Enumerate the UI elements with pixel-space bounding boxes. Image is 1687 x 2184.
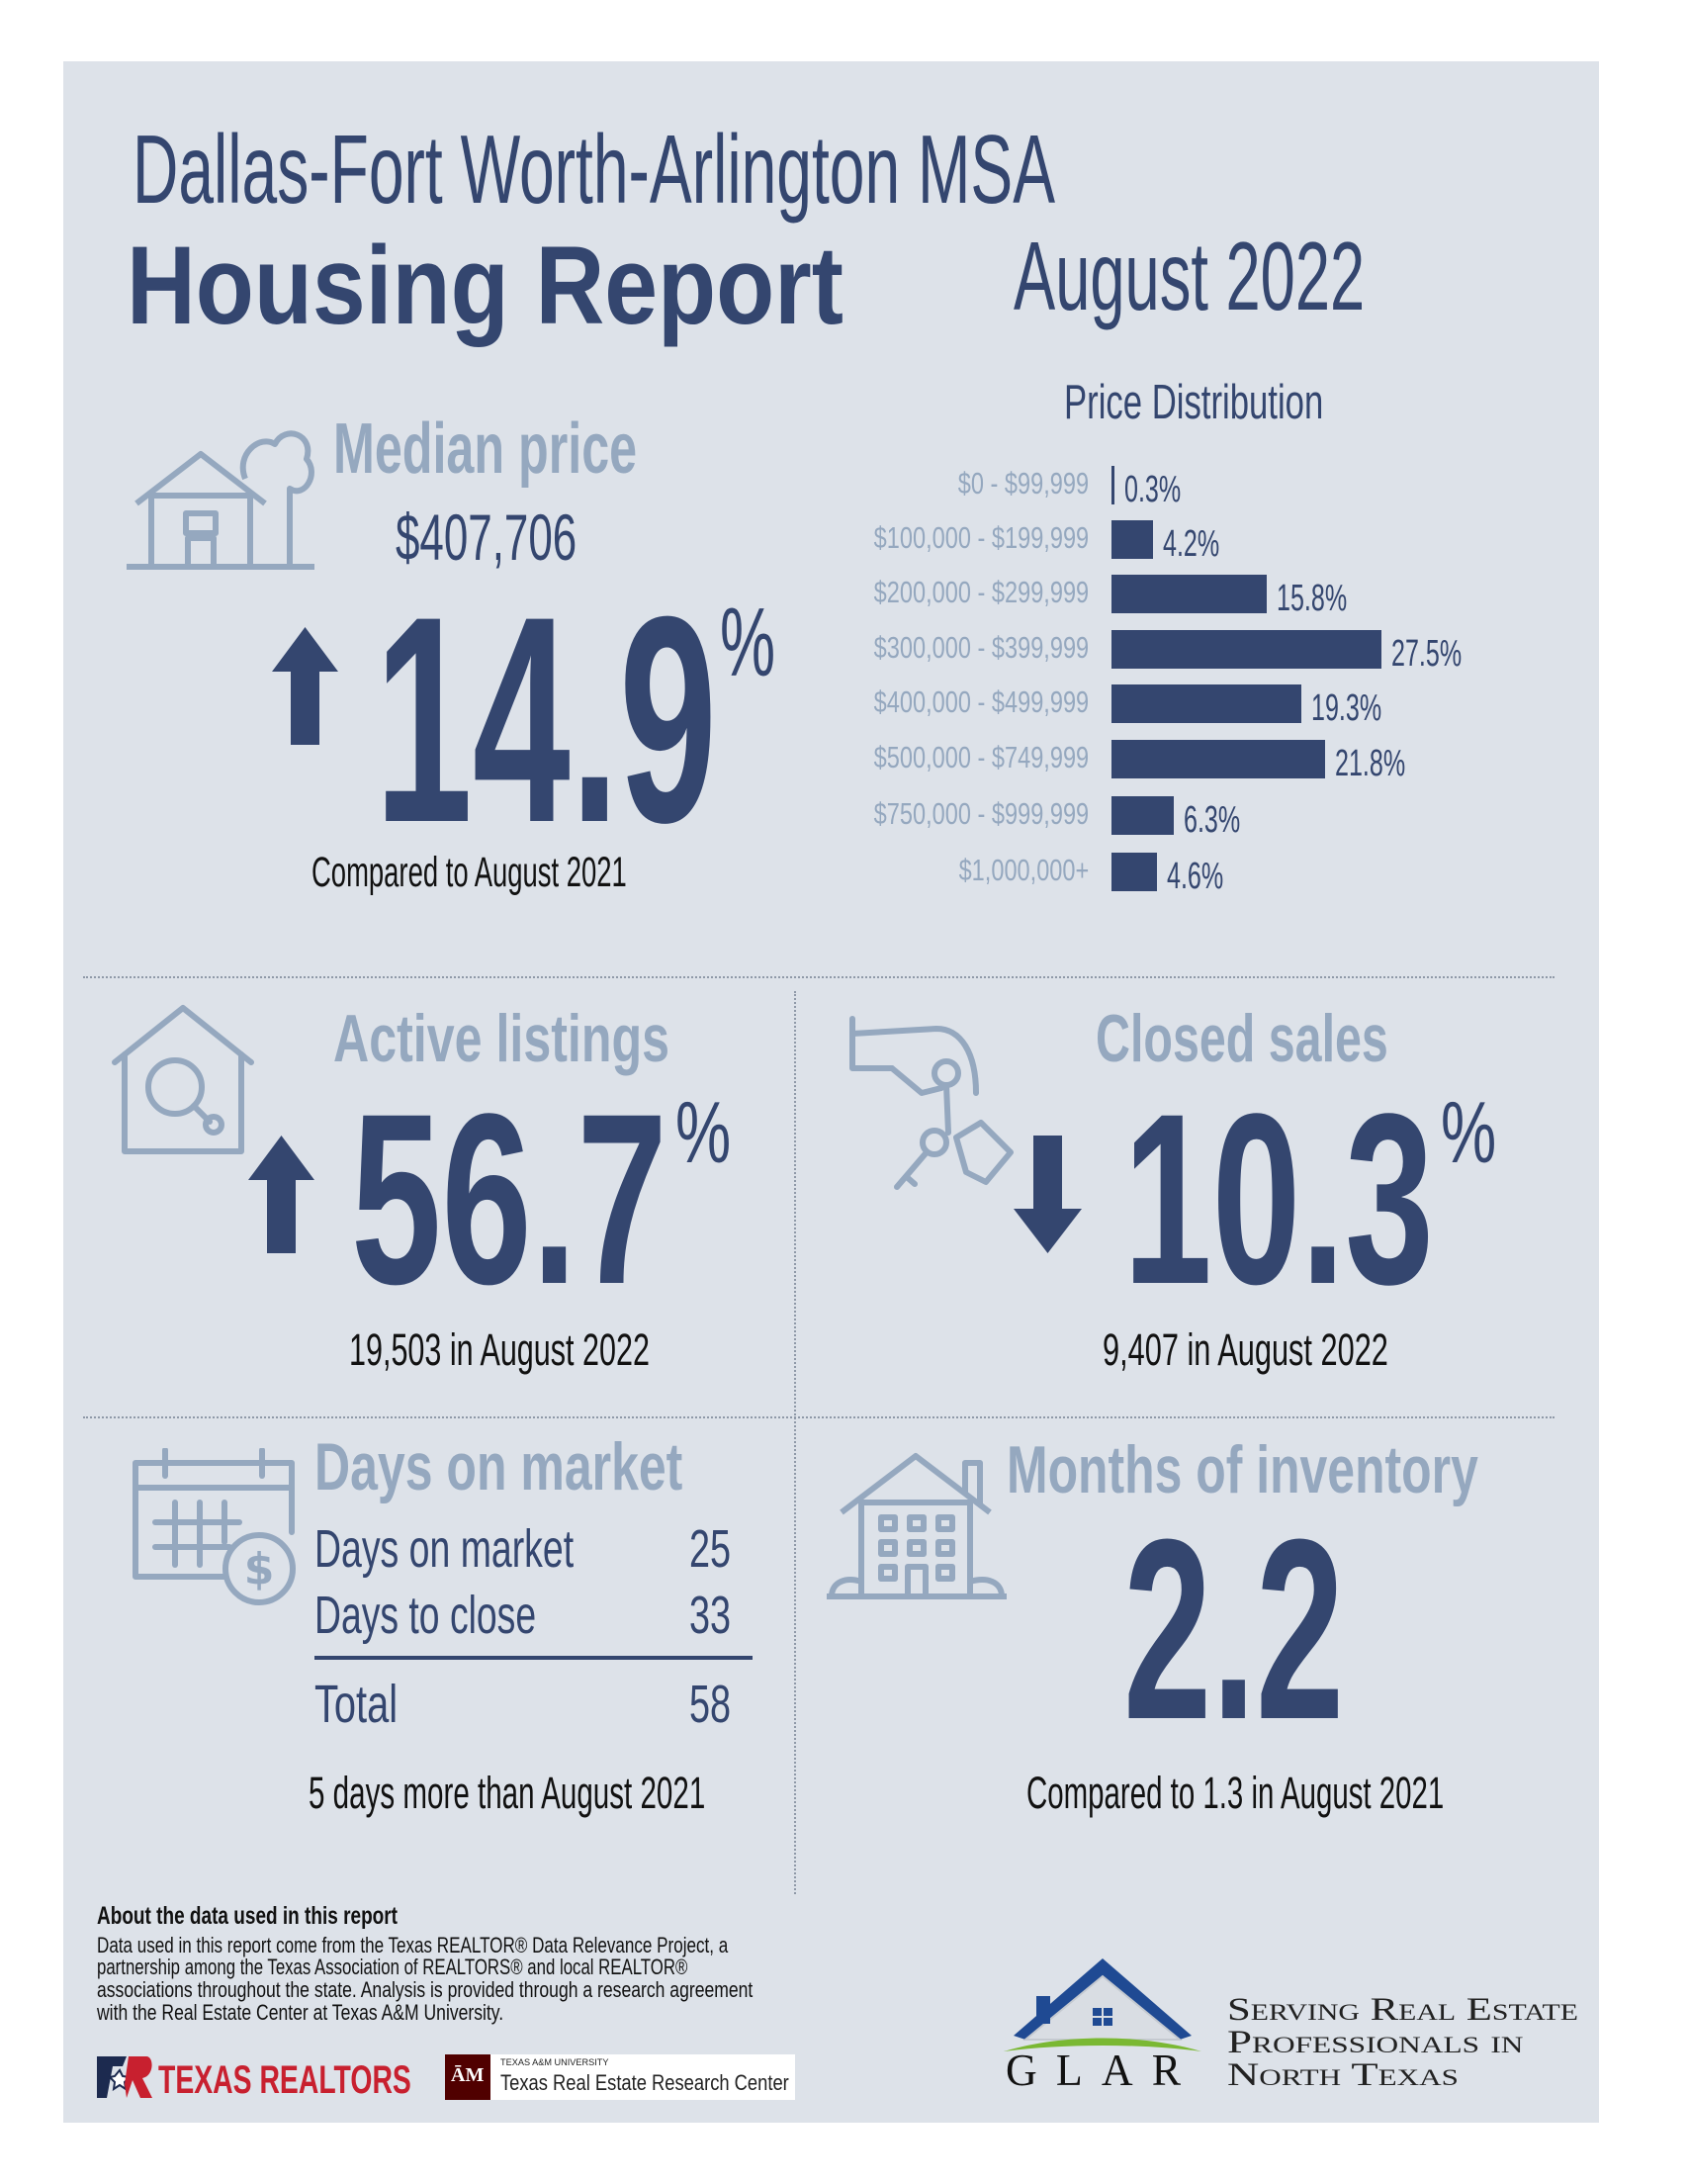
price-category-label: $750,000 - $999,999 (873, 796, 1089, 831)
price-value-label: 4.2% (1162, 523, 1219, 565)
glar-wordmark: GLAR (1006, 2045, 1200, 2095)
house-search-icon (112, 1005, 254, 1154)
price-bar (1111, 465, 1114, 504)
price-bar (1111, 683, 1301, 723)
report-card (63, 61, 1599, 2123)
glar-house-icon (1004, 1958, 1201, 2051)
price-bar (1111, 629, 1381, 669)
svg-text:$: $ (244, 1544, 275, 1594)
price-value-label: 4.6% (1166, 856, 1223, 897)
calendar-dollar-icon: $ (133, 1448, 296, 1605)
price-bar (1111, 574, 1267, 613)
active-listings-heading: Active listings (333, 1001, 670, 1076)
price-value-label: 21.8% (1335, 743, 1406, 784)
total-row-label: Total (314, 1675, 399, 1734)
price-category-label: $1,000,000+ (958, 853, 1089, 887)
glar-logo: GLAR (1004, 1956, 1201, 2093)
price-category-label: $300,000 - $399,999 (873, 630, 1089, 665)
about-text-line: Data used in this report come from the T… (97, 1933, 729, 1957)
price-bar (1111, 519, 1153, 559)
price-value-label: 19.3% (1310, 687, 1381, 729)
divider-vertical (794, 991, 796, 1894)
active-listings-percent: % (675, 1083, 732, 1181)
months-inventory-note: Compared to 1.3 in August 2021 (1026, 1768, 1445, 1818)
divider (83, 1416, 1554, 1418)
median-price-change: 14.9 (375, 555, 718, 883)
glar-tagline-line: Serving Real Estate (1227, 1992, 1578, 2028)
price-value-label: 6.3% (1183, 799, 1240, 841)
price-value-label: 0.3% (1123, 469, 1182, 510)
closed-sales-percent: % (1441, 1083, 1497, 1181)
active-listings-note: 19,503 in August 2022 (349, 1324, 650, 1375)
total-row-value: 58 (689, 1675, 732, 1734)
months-inventory-value: 2.2 (1123, 1487, 1345, 1774)
total-rule (314, 1656, 753, 1660)
price-category-label: $0 - $99,999 (957, 466, 1089, 500)
median-price-value: $407,706 (396, 500, 577, 574)
months-inventory-heading: Months of inventory (1007, 1432, 1478, 1507)
price-bar (1111, 739, 1326, 778)
median-price-heading: Median price (333, 410, 638, 489)
price-category-label: $100,000 - $199,999 (873, 520, 1089, 555)
tamu-mark-icon: ĀM (445, 2054, 490, 2100)
texas-realtors-mark-icon (97, 2056, 152, 2098)
report-period: August 2022 (1014, 222, 1366, 330)
divider (83, 976, 1554, 978)
closed-sales-change: 10.3 (1123, 1063, 1434, 1335)
region-title: Dallas-Fort Worth-Arlington MSA (133, 115, 1056, 224)
glar-tagline-line: North Texas (1227, 2057, 1459, 2093)
texas-realtors-wordmark: TEXAS REALTORS (158, 2058, 411, 2102)
closed-sales-heading: Closed sales (1096, 1001, 1388, 1076)
about-text-line: partnership among the Texas Association … (97, 1955, 688, 1979)
days-to-close-row-label: Days to close (314, 1586, 537, 1645)
price-category-label: $400,000 - $499,999 (873, 684, 1089, 719)
house-tree-icon (127, 430, 314, 570)
texas-realtors-logo: TEXAS REALTORS (97, 2054, 413, 2100)
tamu-center-label: Texas Real Estate Research Center (500, 2070, 789, 2095)
page-title: Housing Report (127, 224, 844, 347)
price-category-label: $200,000 - $299,999 (873, 575, 1089, 609)
arrow-down-icon (1014, 1136, 1082, 1253)
median-price-percent: % (720, 588, 776, 696)
hand-keys-icon (849, 1016, 1014, 1190)
price-bar (1111, 852, 1157, 891)
about-heading: About the data used in this report (97, 1902, 399, 1930)
arrow-up-icon (272, 627, 338, 745)
glar-tagline-line: Professionals in (1227, 2025, 1524, 2060)
days-on-market-row-value: 25 (689, 1519, 732, 1579)
price-value-label: 15.8% (1276, 578, 1347, 619)
house-building-icon (827, 1453, 1007, 1599)
days-to-close-row-value: 33 (689, 1586, 732, 1645)
about-text-line: associations throughout the state. Analy… (97, 1977, 754, 2002)
price-value-label: 27.5% (1391, 633, 1463, 675)
price-category-label: $500,000 - $749,999 (873, 740, 1089, 774)
active-listings-change: 56.7 (351, 1063, 667, 1335)
closed-sales-note: 9,407 in August 2022 (1103, 1324, 1388, 1375)
days-on-market-heading: Days on market (314, 1429, 683, 1504)
median-price-note: Compared to August 2021 (311, 849, 627, 896)
price-bar (1111, 795, 1174, 835)
tamu-university-label: TEXAS A&M UNIVERSITY (500, 2057, 609, 2067)
days-on-market-row-label: Days on market (314, 1519, 575, 1579)
days-on-market-note: 5 days more than August 2021 (309, 1768, 706, 1818)
tamu-logo: ĀM TEXAS A&M UNIVERSITY Texas Real Estat… (445, 2054, 795, 2100)
arrow-up-icon (248, 1136, 314, 1253)
about-text-line: with the Real Estate Center at Texas A&M… (97, 2000, 504, 2025)
price-distribution-title: Price Distribution (1064, 376, 1324, 429)
